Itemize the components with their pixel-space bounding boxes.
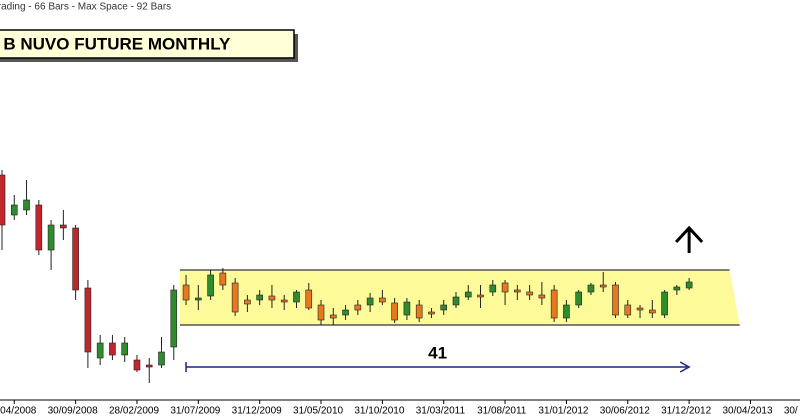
candle-body <box>195 297 202 301</box>
candle-body <box>366 297 374 306</box>
candle-body <box>452 296 460 306</box>
candle-body <box>207 274 214 297</box>
candle-body <box>170 289 178 348</box>
candle-body <box>563 304 570 319</box>
candle-body <box>219 272 227 286</box>
candle-body <box>305 289 313 309</box>
candle-body <box>550 289 558 319</box>
x-tick-label: 31/12/2009 <box>232 406 282 417</box>
x-tick-label: 31/01/2012 <box>538 406 588 417</box>
header: Trading - 66 Bars - Max Space - 92 Bars <box>0 2 171 13</box>
candle-body <box>145 364 153 368</box>
candle-body <box>587 284 595 293</box>
candle-body <box>428 311 435 315</box>
candle-body <box>391 302 398 321</box>
x-tick-label: 31/05/2010 <box>293 406 343 417</box>
x-tick-label: 30/ <box>784 406 798 417</box>
candle-body <box>649 309 656 314</box>
candle-body <box>133 359 141 371</box>
x-tick-label: 31/10/2010 <box>354 406 404 417</box>
candle-body <box>624 304 632 316</box>
candle-body <box>415 304 423 319</box>
candle-body <box>329 314 337 319</box>
candle-body <box>84 287 92 353</box>
measure-head <box>679 361 691 373</box>
title-box <box>0 29 295 59</box>
candle-body <box>612 284 619 316</box>
candle-body <box>673 286 681 291</box>
candle-body <box>47 224 55 251</box>
x-tick-label: 30/06/2012 <box>600 406 650 417</box>
x-tick-label: 28/02/2009 <box>109 406 159 417</box>
up-arrow-head <box>675 225 704 244</box>
candle-body <box>96 342 104 359</box>
candle-body <box>526 291 533 296</box>
candle-body <box>244 299 251 305</box>
candle-body <box>575 291 582 306</box>
candle-body <box>514 289 521 293</box>
candle-body <box>354 304 362 311</box>
candle-body <box>109 342 116 356</box>
x-tick-label: 30/04/2008 <box>0 406 37 417</box>
candle-body <box>231 282 239 313</box>
x-tick-label: 30/09/2008 <box>48 406 98 417</box>
candle-body <box>0 174 6 226</box>
candle-body <box>477 294 484 298</box>
candle-body <box>10 204 18 216</box>
candle-body <box>268 295 276 301</box>
candle-body <box>464 291 472 298</box>
candle-body <box>342 309 349 316</box>
candle-body <box>60 224 67 229</box>
candle-body <box>489 284 497 293</box>
chart-title: A B NUVO FUTURE MONTHLY <box>0 34 231 53</box>
candle-body <box>72 227 79 291</box>
candle-body <box>440 304 448 311</box>
x-tick-label: 30/04/2013 <box>722 406 772 417</box>
candle-body <box>23 199 30 211</box>
channel-band <box>179 270 740 325</box>
candle-body <box>636 307 644 311</box>
candle-body <box>538 294 546 299</box>
candle-body <box>661 291 668 316</box>
candle-body <box>379 297 386 303</box>
candle-body <box>293 291 300 303</box>
candle-body <box>599 284 607 288</box>
candle-body <box>158 351 165 366</box>
candle-body <box>685 281 693 289</box>
x-tick-label: 31/08/2011 <box>477 406 527 417</box>
candle-body <box>35 204 43 251</box>
measure-label: 41 <box>428 343 447 362</box>
x-tick-label: 31/12/2012 <box>661 406 711 417</box>
x-tick-label: 31/07/2009 <box>170 406 220 417</box>
candle-body <box>403 301 411 316</box>
candle-body <box>280 299 288 303</box>
candle-body <box>501 282 509 293</box>
candle-body <box>317 304 325 321</box>
candle-body <box>121 342 128 356</box>
candle-body <box>182 284 190 301</box>
candle-body <box>256 294 263 301</box>
x-tick-label: 31/03/2011 <box>416 406 466 417</box>
